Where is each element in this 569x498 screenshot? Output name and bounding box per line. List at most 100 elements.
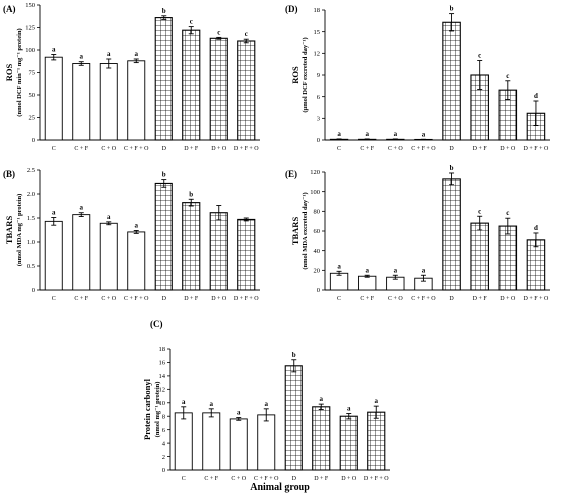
bar [442,21,461,141]
significance-letter: d [534,92,538,100]
chart-panel-4: (C) Protein carbonyl (nmol mg⁻¹ protein) 0 2… [142,319,390,482]
bar [257,414,276,471]
y-tick-label: 0.5 [27,263,35,270]
y-tick-label: 2.0 [27,191,35,198]
y-tick-label: 12 [159,387,166,394]
x-tick-label: C [337,296,341,302]
x-tick-label: C + F + O [254,476,279,482]
y-axis-unit: (nmol MDA excreted day⁻¹) [302,192,309,269]
y-tick-label: 1.0 [27,239,35,246]
significance-letter: c [478,207,481,215]
y-tick-label: 0 [32,137,35,144]
y-tick-label: 75 [29,70,36,77]
y-tick-label: 100 [310,189,320,196]
y-tick-label: 16 [159,360,166,367]
significance-letter: a [135,50,139,58]
significance-letter: a [394,266,398,274]
significance-letter: a [365,130,369,138]
y-tick-label: 25 [29,115,36,122]
significance-letter: a [52,46,56,54]
panel-label: (D) [285,4,298,14]
significance-letter: a [135,221,139,229]
y-tick-label: 3 [317,116,320,123]
significance-letter: a [80,204,84,212]
panel-label: (A) [3,4,16,14]
y-tick-label: 50 [29,92,36,99]
x-tick-label: C + O [388,296,403,302]
bar [442,178,461,291]
bar [99,63,118,141]
x-tick-label: C [52,296,56,302]
panel-label: (E) [285,169,297,179]
x-tick-label: D + F [473,146,488,152]
x-axis-title: Animal group [250,482,310,493]
bar [182,202,201,291]
bar [202,412,221,471]
y-axis-label: TBARS [4,216,14,245]
y-tick-label: 0 [317,137,320,144]
y-tick-label: 12 [314,51,321,58]
chart-panel-3: (E) TBARS (nmol MDA excreted day⁻¹) 0 20 40 60… [285,164,550,302]
bar [127,60,146,141]
y-tick-label: 10 [159,400,166,407]
y-axis-label: TBARS [290,217,300,246]
bar [329,272,349,291]
x-tick-label: C + F + O [124,146,149,152]
y-tick-label: 80 [314,209,321,216]
x-tick-label: D + F + O [524,296,549,302]
bar [154,17,173,141]
x-tick-label: D [449,146,454,152]
bar [182,29,201,141]
y-axis-unit: (nmol MDA mg⁻¹ protein) [16,194,23,267]
x-tick-label: C + O [231,476,246,482]
significance-letter: a [107,213,111,221]
significance-letter: b [162,7,166,15]
x-tick-label: C + F [360,146,374,152]
significance-letter: a [365,266,369,274]
x-tick-label: C + F + O [411,146,436,152]
bar [209,212,228,291]
x-tick-label: C + O [101,296,116,302]
x-tick-label: D [292,476,297,482]
y-axis-label: Protein carbonyl [142,378,152,440]
y-tick-label: 6 [317,94,321,101]
significance-letter: a [337,130,341,138]
x-tick-label: C + F + O [124,296,149,302]
bar [229,418,248,471]
y-axis-unit: (μmol DCF excreted day⁻¹) [302,37,309,112]
bar [72,63,91,141]
y-tick-label: 9 [317,72,320,79]
y-tick-label: 0 [317,287,320,294]
y-tick-label: 14 [159,373,166,380]
bar [72,214,91,291]
y-tick-label: 20 [314,268,321,275]
panel-label: (C) [150,319,163,329]
significance-letter: a [265,400,269,408]
x-tick-label: D + F [314,476,329,482]
significance-letter: a [422,130,426,138]
y-axis-label: ROS [4,63,14,81]
bar [44,220,63,291]
bar [154,182,173,291]
x-tick-label: D + O [211,146,227,152]
significance-letter: a [337,262,341,270]
significance-letter: a [107,50,111,58]
significance-letter: a [210,400,214,408]
x-tick-label: C [337,146,341,152]
x-tick-label: C [182,476,186,482]
bar [526,239,546,291]
y-tick-label: 60 [314,228,321,235]
bar [312,406,331,471]
x-tick-label: C + O [388,146,403,152]
x-tick-label: C + F [74,146,88,152]
y-tick-label: 125 [25,25,35,32]
x-tick-label: D [162,146,167,152]
x-tick-label: D + F [184,296,199,302]
significance-letter: b [162,171,166,179]
y-tick-label: 6 [162,427,166,434]
x-tick-label: D + O [211,296,227,302]
significance-letter: a [320,395,324,403]
bar [99,222,118,291]
bar [284,365,303,471]
